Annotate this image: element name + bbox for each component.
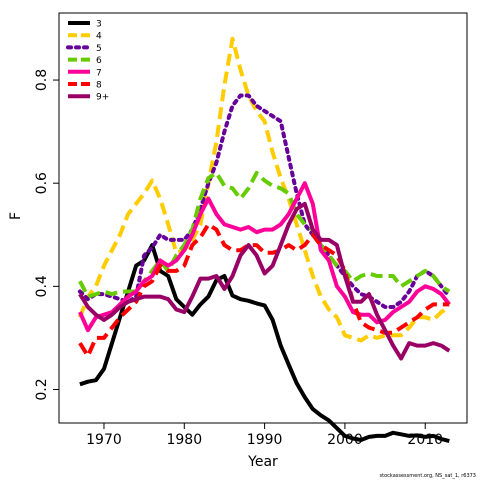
y-tick-label: 0.6 — [34, 172, 50, 194]
y-tick-label: 0.8 — [34, 69, 50, 91]
plot-frame — [58, 12, 468, 424]
x-tick-label: 1980 — [166, 432, 202, 448]
series-line-9plus — [78, 201, 451, 361]
x-tick-label: 1990 — [247, 432, 283, 448]
legend-label: 9+ — [96, 93, 109, 103]
legend-label: 7 — [96, 68, 102, 78]
series-line-4 — [78, 36, 451, 343]
y-tick-label: 0.2 — [34, 378, 50, 400]
x-axis-title: Year — [247, 454, 278, 470]
x-tick-label: 2000 — [327, 432, 363, 448]
legend-label: 5 — [96, 44, 102, 54]
y-axis-title: F — [8, 212, 24, 220]
legend-label: 8 — [96, 81, 102, 91]
x-tick-label: 2010 — [407, 432, 443, 448]
y-tick-label: 0.4 — [34, 275, 50, 297]
legend: 3 4 5 6 7 8 9+ — [66, 20, 109, 103]
x-tick-label: 1970 — [86, 432, 122, 448]
series-line-6 — [78, 170, 451, 299]
legend-label: 6 — [96, 56, 102, 66]
credit-text: stockassessment.org, NS_sat_1, r6373 — [380, 473, 476, 479]
axes-layer: 1970 1980 1990 2000 2010 0.2 0.4 0.6 0.8 — [34, 69, 443, 448]
series-layer — [77, 36, 452, 444]
legend-label: 4 — [96, 32, 102, 42]
legend-label: 3 — [96, 20, 102, 30]
series-line-7 — [78, 181, 451, 333]
series-line-5 — [77, 93, 452, 309]
